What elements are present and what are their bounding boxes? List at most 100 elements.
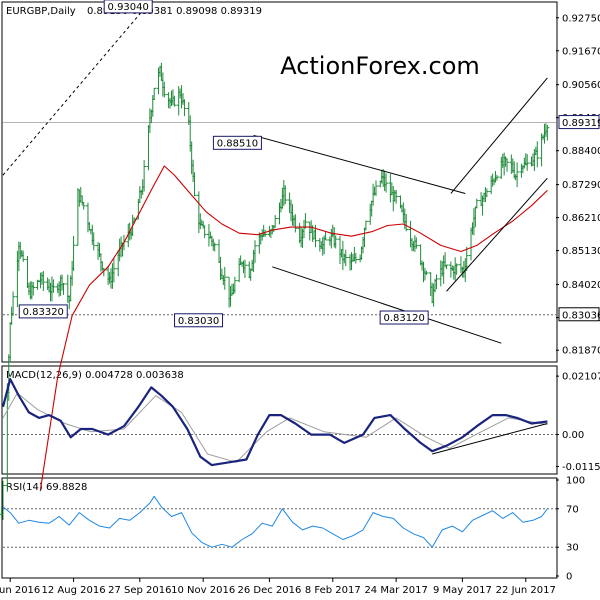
ohlc-bar-246 (494, 174, 499, 181)
ohlc-bar-271 (545, 124, 550, 141)
price-y-tick-label: 0.92750 (562, 13, 600, 24)
ohlc-bars (0, 62, 550, 520)
price-y-tick-label: 0.88400 (562, 146, 600, 157)
support-line-text: 0.83030 (562, 310, 600, 321)
ohlc-bar-21 (41, 270, 46, 292)
macd-y-tick-label: 0.021074 (562, 372, 600, 383)
ohlc-bar-196 (394, 189, 399, 204)
ohlc-bar-266 (535, 141, 540, 168)
macd-trend-line (432, 422, 548, 455)
ohlc-bar-221 (444, 264, 449, 270)
last-price-box (558, 115, 600, 130)
ohlc-bar-116 (232, 276, 237, 294)
x-tick-label: 22 Jun 2017 (496, 585, 556, 596)
support-line-box (558, 307, 600, 322)
ohlc-bar-216 (434, 274, 439, 290)
macd-line (1, 378, 548, 467)
rsi-y-tick-label: 30 (566, 543, 579, 554)
x-tick-label: 24 Mar 2017 (364, 585, 427, 596)
ohlc-bar-96 (192, 172, 197, 197)
price-level-label-3: 0.83030 (174, 313, 224, 328)
price-title: EURGBP,Daily (6, 6, 76, 17)
price-ohlc-values: 0.89150 0.89381 0.89098 0.89319 (87, 6, 262, 17)
price-panel-frame (1, 1, 558, 363)
ohlc-bar-106 (212, 242, 217, 252)
ohlc-bar-31 (61, 282, 66, 295)
axes: 0.927500.916700.905600.894800.884000.872… (0, 13, 600, 596)
x-tick-label: 8 Feb 2017 (305, 585, 361, 596)
ohlc-bar-91 (182, 99, 187, 117)
price-y-tick-label: 0.86210 (562, 213, 600, 224)
trend-line-rising-dashed (2, 8, 145, 176)
ohlc-bar-86 (172, 95, 177, 107)
label-box (103, 0, 153, 14)
rsi-y-tick-label: 0 (566, 572, 572, 583)
price-y-tick-label: 0.81870 (562, 346, 600, 357)
ohlc-bar-261 (525, 154, 530, 171)
trend-line-falling-channel-lower (272, 266, 502, 344)
label-text: 0.83120 (383, 313, 424, 324)
ohlc-bar-131 (263, 229, 268, 237)
rsi-panel-frame (1, 477, 558, 579)
ohlc-bar-146 (293, 214, 298, 233)
ohlc-bar-101 (202, 225, 207, 239)
ohlc-bar-36 (71, 235, 76, 271)
ohlc-bar-231 (464, 246, 469, 272)
ohlc-bar-241 (484, 188, 489, 197)
price-level-label-0: 0.93040 (103, 0, 153, 14)
price-level-label-4: 0.83120 (379, 310, 429, 325)
macd-signal-line (2, 392, 548, 463)
ohlc-bar-121 (242, 259, 247, 278)
ohlc-bar-181 (363, 220, 368, 231)
macd-y-tick-label: 0.00 (562, 430, 584, 441)
rsi-plot (2, 495, 556, 548)
ohlc-bar-251 (505, 158, 510, 172)
macd-panel-frame (1, 365, 558, 475)
ohlc-bar-11 (21, 250, 26, 262)
ohlc-bar-236 (474, 198, 479, 209)
support-line-tag: 0.83030 (558, 307, 600, 322)
ohlc-bar-166 (333, 235, 338, 249)
ohlc-bar-111 (222, 266, 227, 290)
ohlc-bar-16 (31, 282, 36, 296)
trend-line-rising-channel-upper (450, 77, 548, 194)
rsi-line (2, 495, 548, 548)
rsi-y-tick-label: 100 (566, 476, 585, 487)
rsi-y-tick-label: 70 (566, 504, 579, 515)
x-tick-label: 12 Aug 2016 (42, 585, 106, 596)
last-price-tag: 0.89319 (558, 115, 600, 130)
ohlc-bar-76 (152, 87, 157, 101)
macd-plot (1, 378, 556, 467)
rsi-title: RSI(14) 69.8828 (6, 482, 87, 493)
price-y-tick-label: 0.91670 (562, 46, 600, 57)
ohlc-bar-81 (162, 81, 167, 98)
ohlc-bar-41 (81, 202, 86, 210)
price-level-label-2: 0.83320 (18, 304, 68, 319)
price-y-tick-label: 0.90560 (562, 80, 600, 91)
trend-line-falling-channel-upper (253, 134, 466, 194)
price-y-tick-label: 0.87290 (562, 180, 600, 191)
price-level-label-1: 0.88510 (212, 135, 262, 150)
trend-line-rising-channel-lower (446, 177, 548, 292)
ohlc-bar-171 (343, 249, 348, 267)
ohlc-bar-136 (273, 215, 278, 228)
ohlc-bar-256 (515, 162, 520, 188)
ohlc-bar-26 (51, 279, 56, 293)
watermark: ActionForex.com (280, 52, 480, 80)
ohlc-bar-226 (454, 263, 459, 275)
x-tick-label: 29 Jun 2016 (0, 585, 40, 596)
price-plot: 0.93040 0.88510 0.83320 0.83030 0.83120 (0, 0, 556, 520)
price-y-tick-label: 0.85130 (562, 246, 600, 257)
label-box (174, 313, 224, 328)
label-box (212, 135, 262, 150)
ohlc-bar-6 (11, 291, 16, 316)
ohlc-bar-1 (1, 480, 5, 520)
x-tick-label: 9 May 2017 (433, 585, 492, 596)
price-y-tick-label: 0.84020 (562, 280, 600, 291)
ohlc-bar-71 (142, 160, 147, 192)
ohlc-bar-141 (283, 185, 288, 205)
ohlc-bar-186 (373, 180, 378, 197)
ohlc-bar-161 (323, 231, 328, 241)
x-tick-label: 27 Sep 2016 (108, 585, 171, 596)
